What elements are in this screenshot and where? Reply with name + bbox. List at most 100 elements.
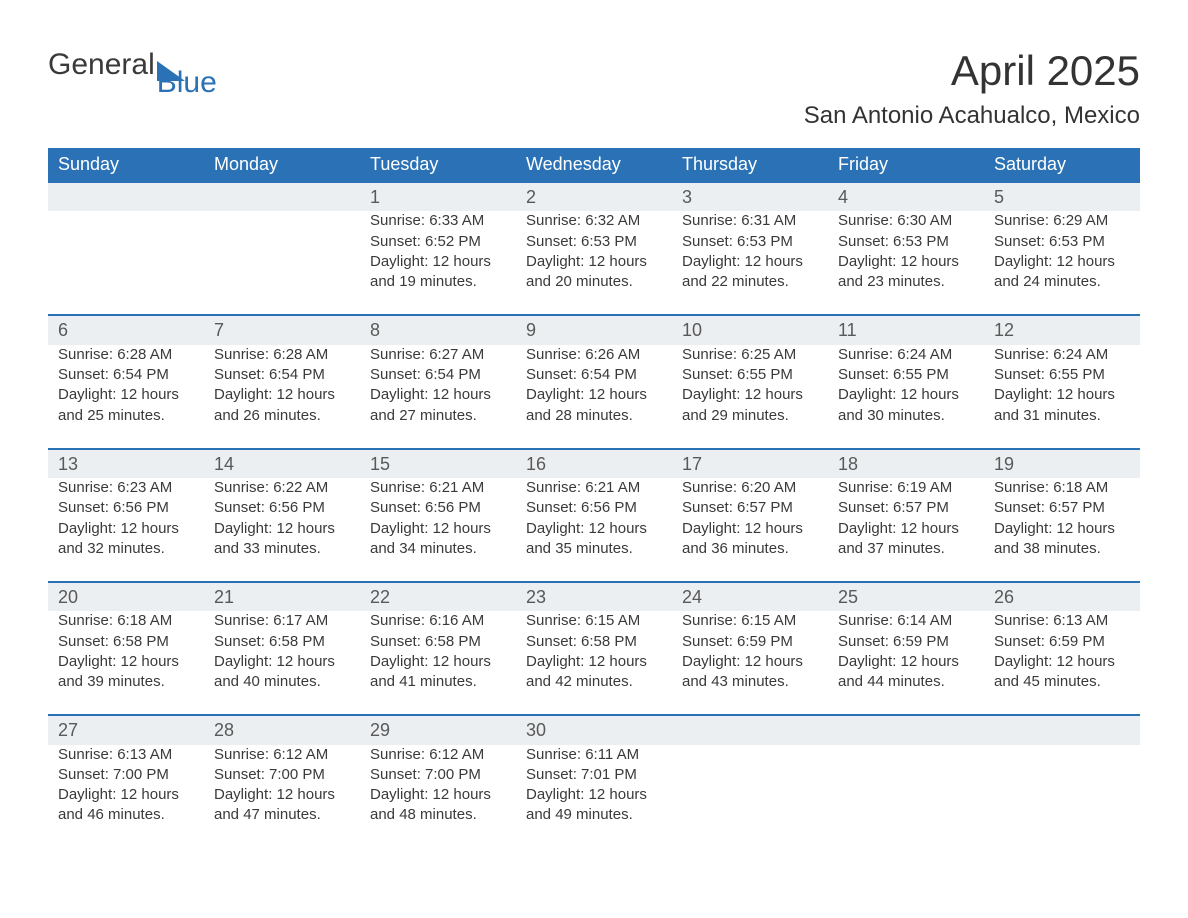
sunrise-text: Sunrise: 6:13 AM xyxy=(58,745,194,765)
sunrise-text: Sunrise: 6:12 AM xyxy=(214,745,350,765)
daylight-text: Daylight: 12 hours and 46 minutes. xyxy=(58,785,194,826)
daylight-text: Daylight: 12 hours and 44 minutes. xyxy=(838,652,974,693)
day-detail: Sunrise: 6:15 AMSunset: 6:59 PMDaylight:… xyxy=(672,611,828,715)
day-detail: Sunrise: 6:32 AMSunset: 6:53 PMDaylight:… xyxy=(516,211,672,315)
sunset-text: Sunset: 6:58 PM xyxy=(214,632,350,652)
sunset-text: Sunset: 6:57 PM xyxy=(994,498,1130,518)
day-number: 26 xyxy=(984,582,1140,611)
sunrise-text: Sunrise: 6:23 AM xyxy=(58,478,194,498)
day-detail: Sunrise: 6:18 AMSunset: 6:57 PMDaylight:… xyxy=(984,478,1140,582)
sunset-text: Sunset: 6:58 PM xyxy=(370,632,506,652)
sunset-text: Sunset: 6:59 PM xyxy=(682,632,818,652)
week-detail-row: Sunrise: 6:28 AMSunset: 6:54 PMDaylight:… xyxy=(48,345,1140,449)
sunset-text: Sunset: 6:55 PM xyxy=(682,365,818,385)
empty-day-detail xyxy=(204,211,360,315)
sunrise-text: Sunrise: 6:19 AM xyxy=(838,478,974,498)
week-detail-row: Sunrise: 6:18 AMSunset: 6:58 PMDaylight:… xyxy=(48,611,1140,715)
calendar-head: SundayMondayTuesdayWednesdayThursdayFrid… xyxy=(48,148,1140,182)
day-detail: Sunrise: 6:22 AMSunset: 6:56 PMDaylight:… xyxy=(204,478,360,582)
day-number: 8 xyxy=(360,315,516,344)
day-number: 18 xyxy=(828,449,984,478)
day-detail: Sunrise: 6:18 AMSunset: 6:58 PMDaylight:… xyxy=(48,611,204,715)
sunrise-text: Sunrise: 6:20 AM xyxy=(682,478,818,498)
day-number: 1 xyxy=(360,182,516,211)
logo-text-1: General xyxy=(48,48,155,82)
day-detail: Sunrise: 6:14 AMSunset: 6:59 PMDaylight:… xyxy=(828,611,984,715)
day-detail: Sunrise: 6:21 AMSunset: 6:56 PMDaylight:… xyxy=(360,478,516,582)
daylight-text: Daylight: 12 hours and 22 minutes. xyxy=(682,252,818,293)
calendar-table: SundayMondayTuesdayWednesdayThursdayFrid… xyxy=(48,148,1140,847)
daylight-text: Daylight: 12 hours and 37 minutes. xyxy=(838,519,974,560)
day-detail: Sunrise: 6:33 AMSunset: 6:52 PMDaylight:… xyxy=(360,211,516,315)
sunset-text: Sunset: 6:55 PM xyxy=(994,365,1130,385)
sunset-text: Sunset: 6:53 PM xyxy=(838,232,974,252)
day-detail: Sunrise: 6:23 AMSunset: 6:56 PMDaylight:… xyxy=(48,478,204,582)
daylight-text: Daylight: 12 hours and 48 minutes. xyxy=(370,785,506,826)
day-number: 20 xyxy=(48,582,204,611)
day-detail: Sunrise: 6:25 AMSunset: 6:55 PMDaylight:… xyxy=(672,345,828,449)
sunrise-text: Sunrise: 6:25 AM xyxy=(682,345,818,365)
sunrise-text: Sunrise: 6:27 AM xyxy=(370,345,506,365)
day-number: 13 xyxy=(48,449,204,478)
empty-day-detail xyxy=(828,745,984,848)
empty-day-detail xyxy=(48,211,204,315)
day-detail: Sunrise: 6:28 AMSunset: 6:54 PMDaylight:… xyxy=(48,345,204,449)
empty-day-number xyxy=(828,715,984,744)
day-number: 22 xyxy=(360,582,516,611)
sunrise-text: Sunrise: 6:22 AM xyxy=(214,478,350,498)
sunrise-text: Sunrise: 6:15 AM xyxy=(526,611,662,631)
title-block: April 2025 San Antonio Acahualco, Mexico xyxy=(804,48,1140,130)
sunset-text: Sunset: 6:56 PM xyxy=(370,498,506,518)
sunrise-text: Sunrise: 6:13 AM xyxy=(994,611,1130,631)
dow-header: Saturday xyxy=(984,148,1140,182)
day-detail: Sunrise: 6:16 AMSunset: 6:58 PMDaylight:… xyxy=(360,611,516,715)
sunrise-text: Sunrise: 6:31 AM xyxy=(682,211,818,231)
sunrise-text: Sunrise: 6:12 AM xyxy=(370,745,506,765)
daylight-text: Daylight: 12 hours and 45 minutes. xyxy=(994,652,1130,693)
day-detail: Sunrise: 6:17 AMSunset: 6:58 PMDaylight:… xyxy=(204,611,360,715)
daylight-text: Daylight: 12 hours and 33 minutes. xyxy=(214,519,350,560)
sunrise-text: Sunrise: 6:29 AM xyxy=(994,211,1130,231)
sunset-text: Sunset: 7:00 PM xyxy=(370,765,506,785)
daylight-text: Daylight: 12 hours and 41 minutes. xyxy=(370,652,506,693)
week-number-row: 13141516171819 xyxy=(48,449,1140,478)
daylight-text: Daylight: 12 hours and 43 minutes. xyxy=(682,652,818,693)
daylight-text: Daylight: 12 hours and 39 minutes. xyxy=(58,652,194,693)
day-number: 7 xyxy=(204,315,360,344)
week-detail-row: Sunrise: 6:33 AMSunset: 6:52 PMDaylight:… xyxy=(48,211,1140,315)
sunrise-text: Sunrise: 6:33 AM xyxy=(370,211,506,231)
day-detail: Sunrise: 6:31 AMSunset: 6:53 PMDaylight:… xyxy=(672,211,828,315)
week-detail-row: Sunrise: 6:13 AMSunset: 7:00 PMDaylight:… xyxy=(48,745,1140,848)
day-number: 12 xyxy=(984,315,1140,344)
daylight-text: Daylight: 12 hours and 25 minutes. xyxy=(58,385,194,426)
daylight-text: Daylight: 12 hours and 28 minutes. xyxy=(526,385,662,426)
day-detail: Sunrise: 6:24 AMSunset: 6:55 PMDaylight:… xyxy=(984,345,1140,449)
day-detail: Sunrise: 6:13 AMSunset: 7:00 PMDaylight:… xyxy=(48,745,204,848)
day-number: 3 xyxy=(672,182,828,211)
day-number: 15 xyxy=(360,449,516,478)
sunset-text: Sunset: 6:55 PM xyxy=(838,365,974,385)
logo: General Blue xyxy=(48,48,217,82)
sunrise-text: Sunrise: 6:14 AM xyxy=(838,611,974,631)
sunset-text: Sunset: 7:01 PM xyxy=(526,765,662,785)
daylight-text: Daylight: 12 hours and 20 minutes. xyxy=(526,252,662,293)
daylight-text: Daylight: 12 hours and 40 minutes. xyxy=(214,652,350,693)
empty-day-detail xyxy=(672,745,828,848)
empty-day-number xyxy=(48,182,204,211)
header-region: General Blue April 2025 San Antonio Acah… xyxy=(48,48,1140,130)
sunrise-text: Sunrise: 6:28 AM xyxy=(58,345,194,365)
daylight-text: Daylight: 12 hours and 38 minutes. xyxy=(994,519,1130,560)
day-number: 27 xyxy=(48,715,204,744)
sunset-text: Sunset: 6:54 PM xyxy=(526,365,662,385)
sunset-text: Sunset: 7:00 PM xyxy=(214,765,350,785)
day-detail: Sunrise: 6:21 AMSunset: 6:56 PMDaylight:… xyxy=(516,478,672,582)
day-number: 21 xyxy=(204,582,360,611)
daylight-text: Daylight: 12 hours and 49 minutes. xyxy=(526,785,662,826)
sunset-text: Sunset: 6:58 PM xyxy=(526,632,662,652)
day-number: 29 xyxy=(360,715,516,744)
day-number: 25 xyxy=(828,582,984,611)
sunset-text: Sunset: 6:53 PM xyxy=(526,232,662,252)
dow-header: Tuesday xyxy=(360,148,516,182)
day-detail: Sunrise: 6:15 AMSunset: 6:58 PMDaylight:… xyxy=(516,611,672,715)
sunrise-text: Sunrise: 6:30 AM xyxy=(838,211,974,231)
